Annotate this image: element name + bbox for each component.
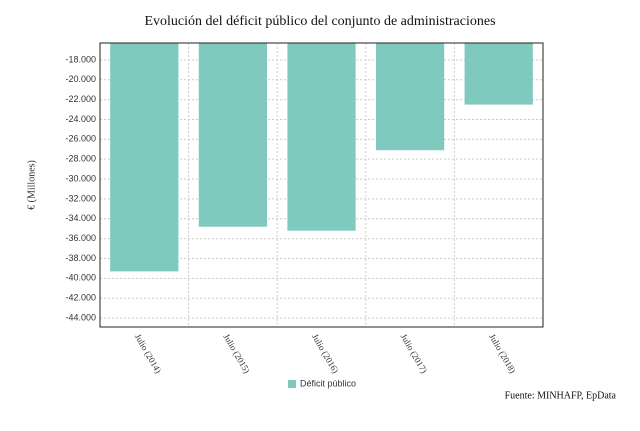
y-tick-label: -26.000	[65, 134, 96, 144]
y-tick-label: -28.000	[65, 154, 96, 164]
y-tick-label: -38.000	[65, 253, 96, 263]
bar	[287, 43, 356, 231]
y-axis-label: € (Millones)	[26, 160, 37, 210]
y-tick-label: -36.000	[65, 233, 96, 243]
x-tick-label: Julio (2014)	[133, 332, 164, 375]
bar	[110, 43, 179, 272]
y-tick-label: -42.000	[65, 293, 96, 303]
legend-swatch	[288, 380, 296, 388]
y-tick-label: -18.000	[65, 54, 96, 64]
plot-border	[99, 42, 544, 328]
x-tick-label: Julio (2015)	[221, 332, 252, 375]
x-tick-label: Julio (2016)	[310, 332, 341, 375]
y-tick-label: -40.000	[65, 273, 96, 283]
y-tick-label: -30.000	[65, 173, 96, 183]
bar	[198, 43, 268, 227]
legend-label: Déficit público	[300, 378, 356, 388]
y-tick-label: -20.000	[65, 74, 96, 84]
bar	[464, 43, 533, 105]
y-tick-label: -22.000	[65, 94, 96, 104]
bar	[375, 43, 445, 151]
y-tick-label: -32.000	[65, 193, 96, 203]
y-tick-label: -24.000	[65, 114, 96, 124]
y-tick-label: -44.000	[65, 312, 96, 322]
x-tick-label: Julio (2017)	[399, 332, 430, 375]
source: Fuente: MINHAFP, EpData	[505, 390, 617, 401]
y-tick-label: -34.000	[65, 213, 96, 223]
chart-title: Evolución del déficit público del conjun…	[144, 14, 495, 29]
x-tick-label: Julio (2018)	[487, 332, 518, 375]
